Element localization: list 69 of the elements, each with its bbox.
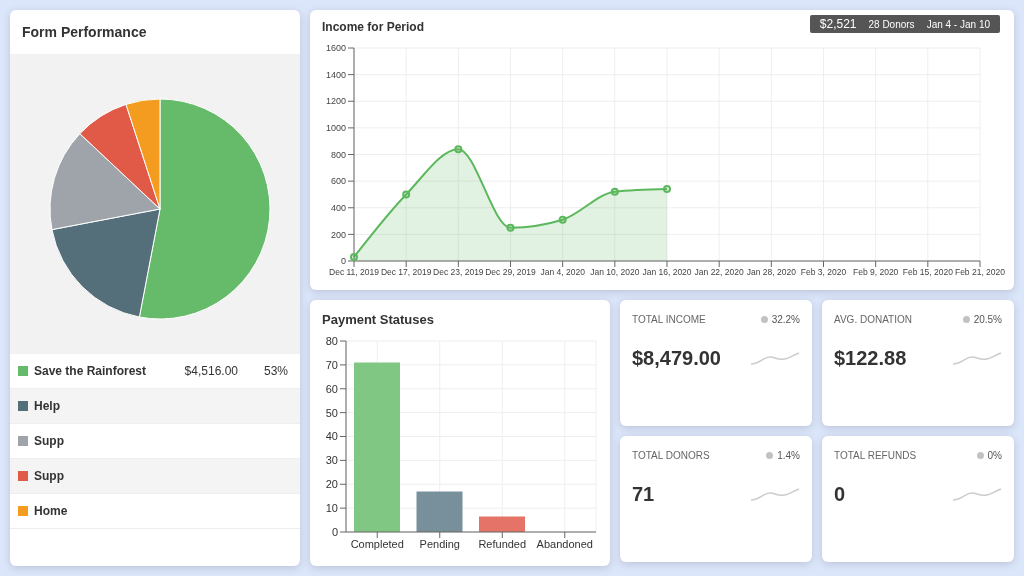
text: $8,479.00 xyxy=(632,347,721,369)
category-label: TOTAL INCOME xyxy=(632,314,706,325)
y-tick-label: 600 xyxy=(330,176,346,187)
x-tick-label: Jan 10, 2020 xyxy=(590,267,640,278)
point xyxy=(610,187,619,196)
y-tick-label: 60 xyxy=(325,382,338,395)
text: $4,516.00 xyxy=(183,364,238,378)
point xyxy=(454,145,463,154)
x-tick-label: Completed xyxy=(350,537,404,550)
x-tick-label: Jan 4, 2020 xyxy=(540,267,586,278)
y-tick-label: 40 xyxy=(325,430,338,443)
bar xyxy=(354,362,400,532)
x-tick-label: Feb 9, 2020 xyxy=(852,267,899,278)
y-tick-label: 1200 xyxy=(325,96,346,107)
x-tick-label: Dec 17, 2019 xyxy=(380,267,432,278)
legend-label: Save the Rainforest xyxy=(34,364,147,378)
text: $122.88 xyxy=(834,347,907,369)
x-tick-label: Refunded xyxy=(478,537,527,550)
bar xyxy=(479,516,525,532)
data-label: 53% xyxy=(262,364,289,378)
x-tick-label: Pending xyxy=(419,537,460,550)
x-tick-label: Abandoned xyxy=(536,537,593,550)
x-tick-label: Dec 29, 2019 xyxy=(485,267,537,278)
y-tick-label: 70 xyxy=(325,358,338,371)
text: 1.4% xyxy=(776,450,800,461)
x-tick-label: Jan 16, 2020 xyxy=(642,267,692,278)
text: 0% xyxy=(986,450,1002,461)
legend-label: Home xyxy=(34,504,68,518)
chart-title: Form Performance xyxy=(21,23,148,42)
text: 71 xyxy=(632,483,655,505)
y-tick-label: 10 xyxy=(325,502,338,515)
legend-label: Help xyxy=(34,399,61,413)
text: 20.5% xyxy=(972,314,1002,325)
x-tick-label: Jan 22, 2020 xyxy=(694,267,745,278)
x-tick-label: Jan 28, 2020 xyxy=(746,267,797,278)
chart-title: Payment Statuses xyxy=(321,311,435,329)
x-tick-label: Feb 21, 2020 xyxy=(954,267,1006,278)
point xyxy=(663,185,671,194)
y-tick-label: 50 xyxy=(325,406,338,419)
category-label: TOTAL DONORS xyxy=(632,450,710,461)
y-tick-label: 30 xyxy=(325,454,338,467)
text: Jan 4 - Jan 10 xyxy=(926,18,990,30)
chart-title: Income for Period xyxy=(322,20,425,34)
y-tick-label: 1600 xyxy=(325,43,346,54)
text: $2,521 xyxy=(819,17,857,31)
bar xyxy=(416,491,463,532)
text: 32.2% xyxy=(770,314,800,325)
point xyxy=(506,223,515,232)
y-tick-label: 0 xyxy=(340,256,346,267)
x-tick-label: Feb 3, 2020 xyxy=(800,267,847,278)
y-tick-label: 1000 xyxy=(325,123,346,134)
point xyxy=(402,190,411,199)
x-tick-label: Dec 11, 2019 xyxy=(329,267,380,278)
legend-label: Supp xyxy=(34,469,64,483)
text: 0 xyxy=(834,483,846,505)
y-tick-label: 400 xyxy=(330,202,346,213)
y-tick-label: 1400 xyxy=(325,69,346,80)
legend-label: Supp xyxy=(34,434,64,448)
y-tick-label: 800 xyxy=(330,149,346,160)
y-tick-label: 20 xyxy=(325,478,338,491)
y-tick-label: 80 xyxy=(325,334,338,347)
point xyxy=(558,215,567,224)
y-tick-label: 200 xyxy=(330,229,346,240)
x-tick-label: Dec 23, 2019 xyxy=(433,267,484,278)
category-label: TOTAL REFUNDS xyxy=(834,450,917,461)
category-label: AVG. DONATION xyxy=(834,314,912,325)
text: 28 Donors xyxy=(868,18,915,30)
y-tick-label: 0 xyxy=(331,525,338,538)
x-tick-label: Feb 15, 2020 xyxy=(902,267,954,278)
